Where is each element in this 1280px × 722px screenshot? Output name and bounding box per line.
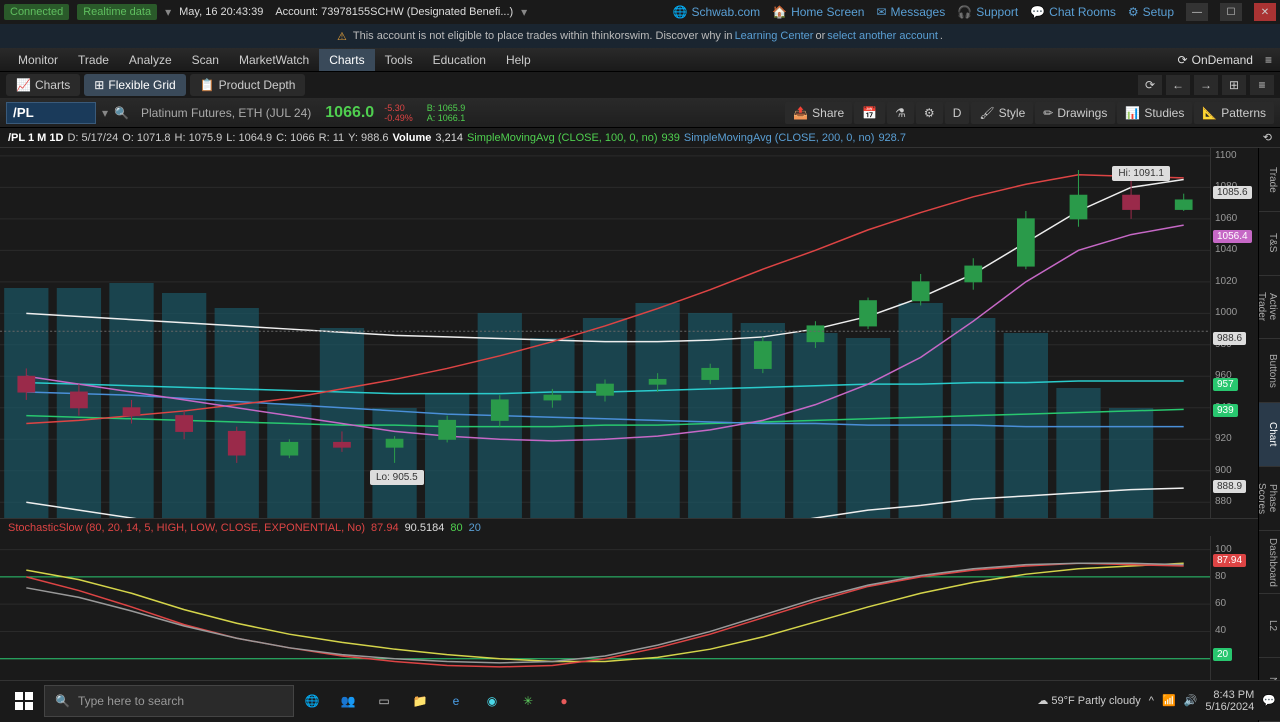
menu-help[interactable]: Help: [496, 49, 541, 71]
tray-up-icon[interactable]: ^: [1149, 695, 1154, 707]
right-tab-buttons[interactable]: Buttons: [1259, 339, 1280, 403]
price-change: -5.30 -0.49%: [384, 103, 413, 123]
maximize-button[interactable]: ☐: [1220, 3, 1242, 21]
share-button[interactable]: 📤 Share: [785, 102, 852, 124]
main-chart[interactable]: Hi: 1091.1 Lo: 905.5 1100108010601040102…: [0, 148, 1258, 518]
close-button[interactable]: ✕: [1254, 3, 1276, 21]
search-input[interactable]: 🔍 Type here to search: [44, 685, 294, 717]
dropdown-icon[interactable]: ▾: [102, 106, 108, 120]
tray-notif-icon[interactable]: 💬: [1262, 694, 1276, 707]
high-label: Hi: 1091.1: [1112, 166, 1170, 181]
refresh-button[interactable]: ⟳: [1138, 75, 1162, 95]
flask-button[interactable]: ⚗: [887, 102, 914, 124]
taskbar-app-5[interactable]: e: [438, 683, 474, 719]
minimize-button[interactable]: —: [1186, 3, 1208, 21]
subtab-charts[interactable]: 📈 Charts: [6, 74, 80, 96]
settings-button[interactable]: ⚙: [916, 102, 943, 124]
taskbar-app-1[interactable]: 🌐: [294, 683, 330, 719]
connection-status: Connected: [4, 4, 69, 20]
link-learning-center[interactable]: Learning Center: [735, 30, 814, 42]
stoch-y-axis: 1008060402087.9420: [1210, 536, 1258, 686]
right-tab-trade[interactable]: Trade: [1259, 148, 1280, 212]
right-tab-dashboard[interactable]: Dashboard: [1259, 531, 1280, 595]
symbol-input[interactable]: [6, 102, 96, 124]
link-support[interactable]: 🎧 Support: [957, 5, 1018, 19]
patterns-button[interactable]: 📐 Patterns: [1194, 102, 1274, 124]
grid-button[interactable]: ⊞: [1222, 75, 1246, 95]
menu-education[interactable]: Education: [423, 49, 496, 71]
menu-tools[interactable]: Tools: [375, 49, 423, 71]
right-tab-ts[interactable]: T&S: [1259, 212, 1280, 276]
weather-widget[interactable]: ☁ 59°F Partly cloudy: [1037, 694, 1140, 707]
subtab-flexible-grid[interactable]: ⊞ Flexible Grid: [84, 74, 185, 96]
taskbar-app-3[interactable]: ▭: [366, 683, 402, 719]
menu-analyze[interactable]: Analyze: [119, 49, 182, 71]
stochastic-header: StochasticSlow (80, 20, 14, 5, HIGH, LOW…: [0, 518, 1258, 536]
account-label[interactable]: Account: 73978155SCHW (Designated Benefi…: [275, 6, 513, 18]
titlebar: Connected Realtime data ▾ May, 16 20:43:…: [0, 0, 1280, 24]
refresh-icon[interactable]: ⟲: [1263, 131, 1272, 144]
right-panel-tabs: TradeT&SActive TraderButtonsChartPhase S…: [1258, 148, 1280, 722]
y-axis: 1100108010601040102010009809609409209008…: [1210, 148, 1258, 518]
tray-wifi-icon[interactable]: 📶: [1162, 694, 1176, 707]
right-tab-l[interactable]: L2: [1259, 594, 1280, 658]
subtab-product-depth[interactable]: 📋 Product Depth: [190, 74, 306, 96]
ondemand-button[interactable]: ⟳ OnDemand: [1178, 53, 1253, 67]
search-icon: 🔍: [55, 694, 70, 708]
caret-icon[interactable]: ▾: [521, 5, 527, 19]
chart-info-bar: /PL 1 M 1D D: 5/17/24 O: 1071.8 H: 1075.…: [0, 128, 1280, 148]
bid-ask: B: 1065.9 A: 1066.1: [427, 103, 466, 123]
right-tab-phasescores[interactable]: Phase Scores: [1259, 467, 1280, 531]
tray-sound-icon[interactable]: 🔊: [1184, 694, 1198, 707]
back-button[interactable]: ←: [1166, 75, 1190, 95]
forward-button[interactable]: →: [1194, 75, 1218, 95]
windows-taskbar: 🔍 Type here to search 🌐 👥 ▭ 📁 e ◉ ✳ ● ☁ …: [0, 680, 1280, 720]
menu-marketwatch[interactable]: MarketWatch: [229, 49, 319, 71]
notice-bar: ⚠ This account is not eligible to place …: [0, 24, 1280, 48]
ondemand-icon: ⟳: [1178, 53, 1188, 67]
search-icon[interactable]: 🔍: [114, 106, 129, 120]
taskbar-app-2[interactable]: 👥: [330, 683, 366, 719]
symbol-desc: Platinum Futures, ETH (JUL 24): [141, 106, 311, 120]
right-tab-activetrader[interactable]: Active Trader: [1259, 276, 1280, 340]
timeframe-button[interactable]: D: [945, 102, 970, 124]
taskbar-app-8[interactable]: ●: [546, 683, 582, 719]
menu-trade[interactable]: Trade: [68, 49, 119, 71]
link-select-account[interactable]: select another account: [827, 30, 938, 42]
start-button[interactable]: [4, 683, 44, 719]
menu-monitor[interactable]: Monitor: [8, 49, 68, 71]
list-button[interactable]: ≡: [1250, 75, 1274, 95]
last-price: 1066.0: [325, 104, 374, 122]
timestamp: May, 16 20:43:39: [179, 6, 263, 18]
caret-icon[interactable]: ▾: [165, 5, 171, 19]
right-tab-chart[interactable]: Chart: [1259, 403, 1280, 467]
style-button[interactable]: 🖌 Style: [971, 102, 1033, 124]
calendar-button[interactable]: 📅: [854, 102, 885, 124]
drawings-button[interactable]: ✏ Drawings: [1035, 102, 1115, 124]
link-schwab[interactable]: 🌐 Schwab.com: [672, 5, 760, 19]
menu-scan[interactable]: Scan: [182, 49, 229, 71]
chart-toolbar: ▾ 🔍 Platinum Futures, ETH (JUL 24) 1066.…: [0, 98, 1280, 128]
menu-charts[interactable]: Charts: [319, 49, 374, 71]
realtime-status: Realtime data: [77, 4, 157, 20]
taskbar-app-6[interactable]: ◉: [474, 683, 510, 719]
subtabs: 📈 Charts⊞ Flexible Grid📋 Product Depth ⟳…: [0, 72, 1280, 98]
clock[interactable]: 8:43 PM 5/16/2024: [1205, 689, 1254, 713]
warning-icon: ⚠: [337, 30, 347, 43]
link-setup[interactable]: ⚙ Setup: [1128, 5, 1174, 19]
link-messages[interactable]: ✉ Messages: [876, 5, 945, 19]
menubar: MonitorTradeAnalyzeScanMarketWatchCharts…: [0, 48, 1280, 72]
studies-button[interactable]: 📊 Studies: [1117, 102, 1192, 124]
low-label: Lo: 905.5: [370, 470, 424, 485]
menu-settings-icon[interactable]: ≡: [1265, 53, 1272, 67]
taskbar-app-7[interactable]: ✳: [510, 683, 546, 719]
stochastic-chart[interactable]: 1008060402087.9420: [0, 536, 1258, 686]
taskbar-app-4[interactable]: 📁: [402, 683, 438, 719]
link-home[interactable]: 🏠 Home Screen: [772, 5, 864, 19]
link-chat[interactable]: 💬 Chat Rooms: [1030, 5, 1116, 19]
